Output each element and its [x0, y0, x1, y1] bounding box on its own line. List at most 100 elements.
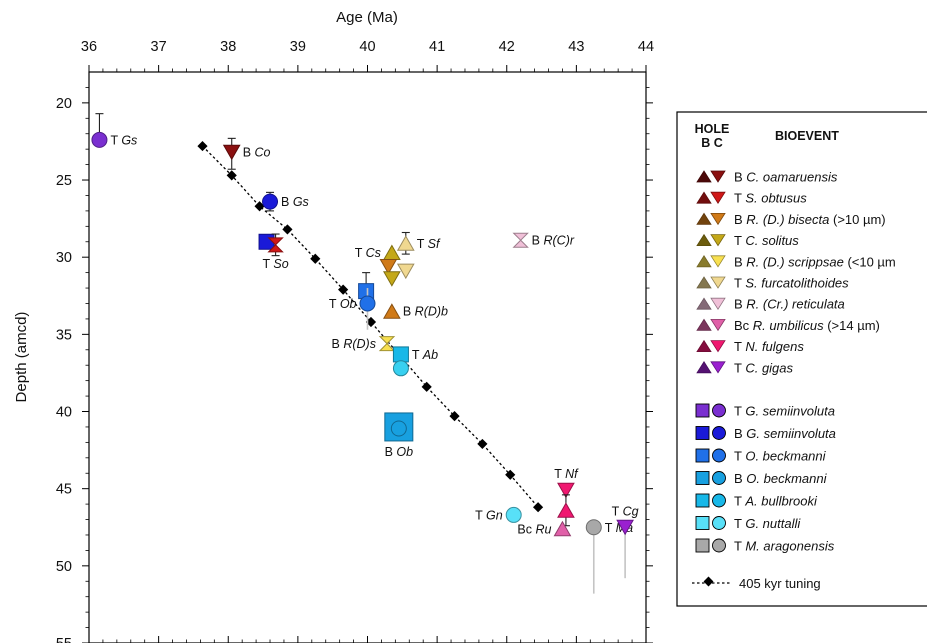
legend-item-prefix: B [734, 426, 746, 441]
plot-frame [88, 71, 647, 643]
legend-item-prefix: T [734, 360, 745, 375]
legend-item-prefix: B [734, 471, 746, 486]
legend-item-prefix: T [734, 494, 745, 509]
y-tick-label: 40 [56, 405, 72, 421]
legend-square [695, 426, 710, 440]
bioevent-13: B R(D)b [383, 303, 448, 319]
event-label-abbr: Gs [121, 133, 137, 147]
legend-item-name: S. furcatolithoides [745, 276, 849, 291]
legend-header-hole: HOLE [695, 122, 730, 136]
legend-item-name: R. (D.) scrippsae [746, 254, 844, 269]
legend-item-label: Bc R. umbilicus (>14 µm) [734, 318, 880, 333]
legend-tri-up [696, 212, 712, 225]
event-label-prefix: T [110, 133, 121, 147]
y-axis-title: Depth (amcd) [13, 312, 30, 403]
legend-tri-up [696, 233, 712, 247]
marker-hourglass [378, 336, 396, 345]
legend-tri-up [696, 361, 712, 374]
legend-item-name: G. nuttalli [745, 516, 801, 531]
legend-tri-up [696, 297, 712, 310]
event-label: T Cg [612, 504, 639, 518]
bioevent-4: T So [263, 233, 289, 271]
legend-tri-down [710, 361, 726, 374]
bioevent-2: B Gs [262, 191, 309, 212]
legend-item-name: R. umbilicus [753, 318, 824, 333]
event-label-abbr: R(D)b [415, 305, 448, 319]
bioevent-24: T Cg [612, 504, 639, 579]
legend-circle [712, 516, 726, 530]
foram-legend-item-2: T O. beckmanni [695, 448, 827, 464]
legend-item-label: T N. fulgens [734, 339, 804, 354]
foram-legend-item-1: B G. semiinvoluta [695, 426, 836, 441]
bioevent-0: T Gs [91, 113, 137, 148]
marker-hourglass [267, 237, 284, 246]
legend-item-prefix: T [734, 339, 745, 354]
legend-item-prefix: T [734, 516, 745, 531]
event-label-abbr: Ru [535, 522, 551, 536]
bioevent-11 [358, 272, 375, 308]
marker-tri-up [383, 303, 401, 319]
legend-tri-down [710, 170, 726, 183]
legend-item-name: O. beckmanni [745, 449, 826, 464]
event-label-prefix: T [612, 504, 623, 518]
marker-hourglass-lower [512, 239, 529, 248]
bioevent-9 [383, 271, 401, 287]
bioevent-15: T Ab [392, 346, 438, 363]
bioevent-16 [392, 360, 409, 377]
x-tick-label: 43 [568, 39, 584, 55]
legend-header-bioevent: BIOEVENT [775, 129, 839, 143]
bioevent-1: B Co [222, 137, 271, 170]
marker-circle [505, 506, 522, 523]
event-label-prefix: B [332, 337, 344, 351]
event-label-abbr: R(C)r [543, 234, 574, 248]
legend-item-prefix: T [734, 404, 745, 419]
legend-square [695, 471, 710, 485]
legend-tri-down [710, 276, 726, 289]
legend-item-name: A. bullbrooki [744, 494, 818, 509]
legend-item-name: G. semiinvoluta [745, 404, 835, 419]
foram-legend-item-6: T M. aragonensis [695, 539, 835, 554]
event-label-prefix: T [263, 257, 274, 271]
x-tick-label: 42 [499, 39, 515, 55]
marker-tri-down [222, 144, 241, 161]
event-label-prefix: B [385, 445, 397, 459]
legend-tri-up [696, 255, 712, 268]
legend-item-label: T S. obtusus [734, 191, 807, 206]
event-label: Bc Ru [517, 522, 551, 536]
marker-circle [359, 295, 376, 312]
legend-item-prefix: B [734, 212, 746, 227]
tuning-point [421, 381, 432, 392]
legend-item-label: B R. (Cr.) reticulata [734, 297, 845, 312]
marker-circle [392, 360, 409, 377]
foram-legend-item-4: T A. bullbrooki [695, 493, 818, 509]
y-tick-label: 20 [56, 96, 72, 112]
legend-item-suffix: (<10 µm [844, 254, 896, 269]
event-label-abbr: Sf [428, 237, 441, 251]
legend-item-label: T M. aragonensis [734, 539, 835, 554]
legend-item-name: C. gigas [745, 360, 793, 375]
legend-item-prefix: T [734, 449, 745, 464]
nanno-legend-item-4: B R. (D.) scrippsae (<10 µm [696, 254, 896, 269]
legend-item-label: B C. oamaruensis [734, 170, 838, 185]
legend-square [695, 493, 710, 508]
y-tick-label: 50 [56, 559, 72, 575]
legend-circle [712, 448, 726, 463]
event-label: T Cs [355, 246, 381, 260]
marker-tri-down [396, 263, 415, 280]
nanno-legend-item-0: B C. oamaruensis [696, 170, 838, 185]
nanno-legend-item-2: B R. (D.) bisecta (>10 µm) [696, 212, 886, 227]
marker-tri-down [616, 519, 634, 536]
marker-tri-down [383, 271, 401, 287]
legend-box [676, 111, 927, 607]
y-tick-label: 30 [56, 250, 72, 266]
legend-item-name: R. (Cr.) reticulata [746, 297, 844, 312]
legend-item-name: C. oamaruensis [746, 170, 838, 185]
legend-tri-up [696, 191, 712, 204]
legend-circle [712, 493, 726, 508]
marker-tri-up [557, 502, 575, 518]
legend-item-name: G. semiinvoluta [746, 426, 836, 441]
event-label-abbr: Cs [366, 246, 381, 260]
y-tick-label: 25 [56, 173, 72, 189]
legend-item-name: C. solitus [745, 233, 799, 248]
